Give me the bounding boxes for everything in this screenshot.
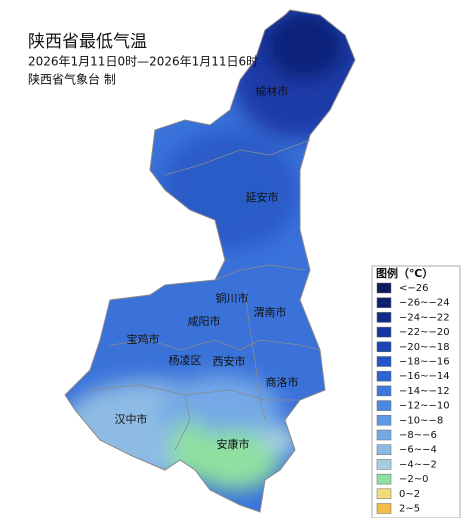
legend-title: 图例（℃） [376,266,433,280]
city-label: 咸阳市 [188,314,221,328]
legend-label: 2~5 [399,504,420,515]
legend-swatch [376,400,392,411]
city-label: 渭南市 [254,305,287,319]
legend-label: −24~−22 [399,312,450,323]
legend-swatch [376,312,392,323]
map-title: 陕西省最低气温 [28,32,147,52]
city-label: 延安市 [246,190,279,204]
map-period: 2026年1月11日0时—2026年1月11日6时 [28,55,258,69]
legend-swatch [376,488,392,500]
legend-swatch [376,444,392,455]
legend-label: 0~2 [399,489,420,500]
legend-label: −2~0 [399,474,428,485]
legend-label: −4~−2 [399,459,437,470]
city-label: 商洛市 [266,375,299,389]
legend-swatch [376,459,392,470]
legend-swatch [376,297,392,308]
legend-label: −16~−14 [399,371,450,382]
city-label: 西安市 [213,354,246,368]
legend-swatch [376,415,392,426]
legend-label: −12~−10 [399,401,450,412]
legend-swatch [376,341,392,353]
city-label: 汉中市 [115,412,148,426]
city-label: 杨凌区 [169,353,202,367]
legend-swatch [376,326,392,338]
city-label: 安康市 [217,437,250,451]
legend-label: −18~−16 [399,357,450,368]
legend-swatch [376,385,392,397]
legend-label: −22~−20 [399,327,450,338]
legend-swatch [376,370,392,382]
legend-swatch [376,473,392,485]
legend-swatch [376,356,392,367]
city-label: 铜川市 [216,291,249,305]
legend-label: −8~−6 [399,430,437,441]
city-label: 宝鸡市 [127,332,160,346]
legend-swatch [376,503,392,514]
map-issuer: 陕西省气象台 制 [28,72,116,87]
legend-label: −10~−8 [399,415,443,426]
legend-swatch [376,429,392,441]
city-borders [89,139,321,451]
legend-label: −14~−12 [399,386,450,397]
legend-label: −26~−24 [399,298,450,309]
legend-swatch [376,282,392,294]
legend-label: <−26 [399,283,428,294]
city-label: 榆林市 [256,84,289,98]
legend-label: −20~−18 [399,342,450,353]
legend-label: −6~−4 [399,445,437,456]
